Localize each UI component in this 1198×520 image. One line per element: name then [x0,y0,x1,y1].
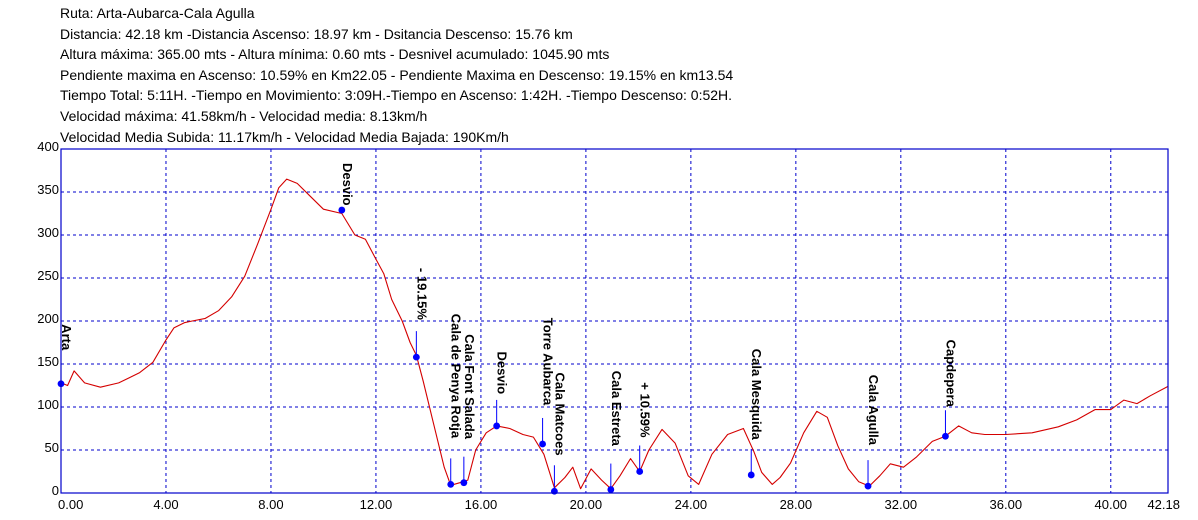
y-tick-label: 0 [52,483,59,498]
summary-altitude: Altura máxima: 365.00 mts - Altura mínim… [60,46,610,63]
waypoint-label: Cala Mesquida [749,349,764,441]
waypoint-marker [539,440,546,448]
waypoint: Cala Mesquida [747,349,764,479]
summary-time: Tiempo Total: 5:11H. -Tiempo en Movimien… [60,87,733,104]
y-tick-label: 350 [37,182,59,197]
waypoint: Cala Agulla [864,375,881,490]
waypoint-marker [607,486,615,493]
x-tick-label: 12.00 [360,497,393,512]
waypoint: Desvio [493,352,510,430]
waypoint: Cala de Penya Rotja [447,314,464,488]
waypoint: Cala Estreta [607,371,624,493]
y-axis-ticks: 0 50 100 150 200 250 300 350 400 [37,139,59,498]
summary-distance: Distancia: 42.18 km -Distancia Ascenso: … [60,25,573,42]
y-tick-label: 400 [37,139,59,154]
elevation-line [60,178,1169,490]
waypoint-label: Cala Font Salada [462,334,477,440]
y-tick-label: 100 [37,397,59,412]
x-tick-label: 16.00 [465,497,498,512]
waypoint-label: + 10.59% [638,382,653,438]
summary-slope: Pendiente maxima en Ascenso: 10.59% en K… [60,66,734,83]
y-tick-label: 150 [37,354,59,369]
waypoint-marker [493,422,501,430]
y-tick-label: 200 [37,311,59,326]
waypoint: Desvio [338,163,355,214]
waypoint-label: Cala Agulla [866,375,881,446]
x-tick-label: 28.00 [780,497,813,512]
x-tick-label: 8.00 [258,497,283,512]
waypoint-marker [942,432,949,440]
y-tick-label: 50 [45,440,59,455]
waypoint-label: Capdepera [943,340,958,408]
waypoint-marker [747,471,755,479]
x-axis-ticks: 0.00 4.00 8.00 12.00 16.00 20.00 24.00 28.00 32.… [58,497,1180,512]
summary-route: Ruta: Arta-Aubarca-Cala Agulla [60,5,255,21]
waypoint-label: Torre Aubarca [541,318,556,406]
x-tick-label: 36.00 [990,497,1023,512]
x-tick-label: 24.00 [675,497,708,512]
waypoint-marker [864,482,872,490]
waypoint-marker [460,479,468,487]
waypoint: - 19.15% [412,268,429,361]
waypoint-label: Desvio [340,163,355,206]
waypoint-label: Desvio [495,352,510,395]
y-tick-label: 250 [37,268,59,283]
waypoint-label: Arta [59,324,74,351]
x-tick-label: 0.00 [58,497,83,512]
waypoint: Cala Font Salada [460,334,477,487]
waypoint-marker [412,353,420,361]
x-tick-label: 42.18 [1147,497,1180,512]
waypoint-marker [447,481,455,488]
waypoint: Capdepera [942,340,958,440]
waypoint-marker [636,468,644,475]
x-tick-label: 20.00 [570,497,603,512]
waypoint-label: Cala Estreta [609,371,624,447]
y-tick-label: 300 [37,225,59,240]
summary-speed: Velocidad máxima: 41.58km/h - Velocidad … [60,107,428,124]
waypoint-marker [338,206,346,214]
profile-layer [60,178,1169,490]
waypoint: Torre Aubarca [539,318,556,448]
waypoint-label: Cala Matcoes [552,372,567,455]
waypoint-marker [550,487,558,495]
waypoint-label: Cala de Penya Rotja [449,314,464,439]
route-summary: Ruta: Arta-Aubarca-Cala Agulla Distancia… [60,3,733,147]
waypoint: Cala Matcoes [550,372,567,495]
chart-grid [61,149,1168,493]
x-tick-label: 4.00 [153,497,178,512]
waypoint: + 10.59% [636,382,653,475]
plot-frame [60,148,1169,494]
x-tick-label: 32.00 [885,497,918,512]
waypoint-label: - 19.15% [414,268,429,320]
summary-avg-speed: Velocidad Media Subida: 11.17km/h - Velo… [60,128,509,145]
x-tick-label: 40.00 [1095,497,1128,512]
